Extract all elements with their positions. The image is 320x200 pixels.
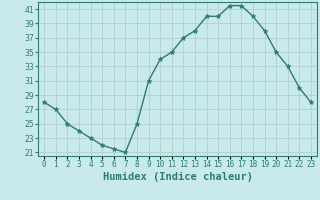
X-axis label: Humidex (Indice chaleur): Humidex (Indice chaleur) xyxy=(103,172,252,182)
